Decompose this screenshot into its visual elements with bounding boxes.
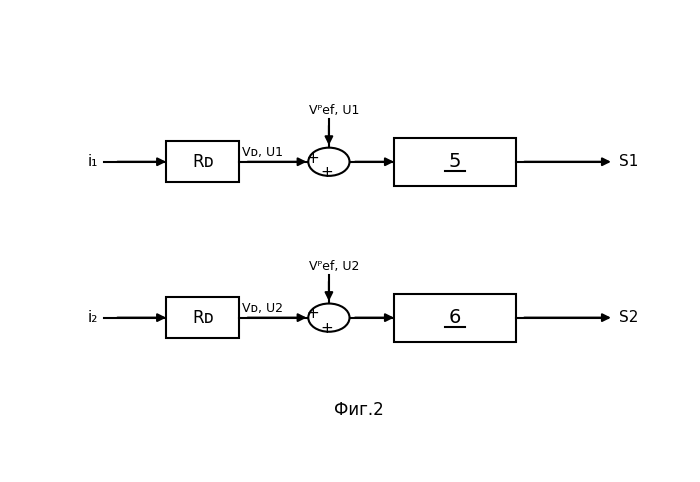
Text: Rᴅ: Rᴅ <box>192 153 214 171</box>
Text: +: + <box>321 165 333 180</box>
Bar <box>166 297 239 338</box>
Text: +: + <box>307 307 319 321</box>
Text: 5: 5 <box>449 152 461 171</box>
Bar <box>394 294 516 342</box>
Text: Rᴅ: Rᴅ <box>192 308 214 327</box>
Text: Vᴅ, U2: Vᴅ, U2 <box>242 302 283 315</box>
Bar <box>394 138 516 186</box>
Text: S1: S1 <box>619 154 638 169</box>
Circle shape <box>308 304 349 332</box>
Text: Vᴾef, U2: Vᴾef, U2 <box>309 260 360 273</box>
Text: Фиг.2: Фиг.2 <box>334 402 384 419</box>
Text: i₁: i₁ <box>88 154 98 169</box>
Text: +: + <box>307 150 319 165</box>
Bar <box>166 141 239 182</box>
Text: 6: 6 <box>449 308 461 327</box>
Text: Vᴅ, U1: Vᴅ, U1 <box>242 146 283 159</box>
Text: S2: S2 <box>619 310 638 325</box>
Text: i₂: i₂ <box>88 310 98 325</box>
Text: Vᴾef, U1: Vᴾef, U1 <box>309 104 360 117</box>
Circle shape <box>308 147 349 176</box>
Text: +: + <box>321 321 333 336</box>
